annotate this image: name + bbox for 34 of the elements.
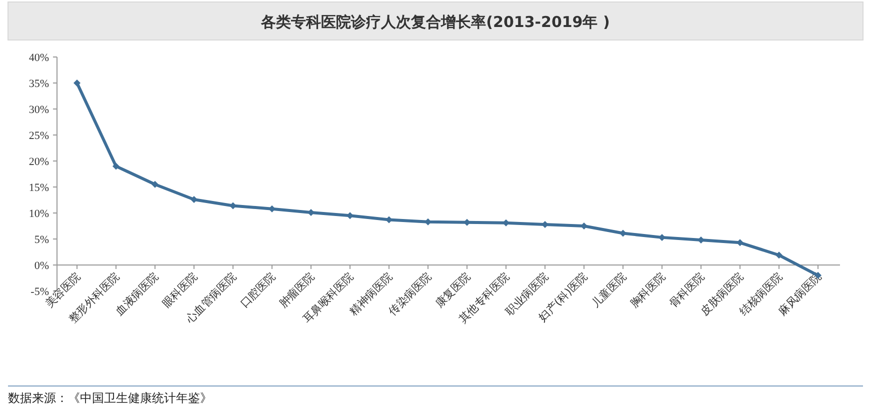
point: [542, 220, 548, 228]
point: [736, 239, 744, 246]
x-tick-label: 口腔医院: [238, 270, 278, 310]
point: [464, 218, 470, 226]
point: [190, 196, 198, 203]
y-tick-label: -5%: [30, 286, 49, 298]
y-tick-label: 5%: [34, 234, 49, 246]
point: [268, 205, 276, 212]
y-tick-label: 25%: [28, 130, 49, 142]
point: [424, 218, 432, 226]
point: [74, 80, 80, 86]
point: [580, 222, 588, 230]
y-tick-label: 15%: [28, 182, 49, 194]
point: [386, 216, 392, 224]
point: [658, 234, 666, 241]
point: [152, 180, 158, 188]
chart-title: 各类专科医院诊疗人次复合增长率(2013-2019年 ): [260, 13, 610, 31]
y-tick-label: 40%: [28, 52, 49, 64]
y-tick-label: 0%: [34, 260, 49, 272]
point: [502, 219, 510, 226]
point: [698, 236, 704, 244]
point: [230, 202, 236, 210]
point: [346, 212, 354, 220]
source-note: 数据来源：《中国卫生健康统计年鉴》: [8, 391, 212, 405]
x-tick-label: 儿童医院: [588, 270, 630, 310]
point: [112, 162, 120, 170]
point: [776, 252, 782, 259]
x-tick-label: 胸科医院: [628, 270, 668, 310]
point: [620, 230, 626, 237]
y-tick-label: 35%: [28, 78, 49, 90]
point: [308, 208, 314, 216]
y-tick-label: 30%: [28, 104, 49, 116]
y-tick-label: 10%: [28, 208, 49, 220]
y-tick-label: 20%: [28, 156, 49, 168]
